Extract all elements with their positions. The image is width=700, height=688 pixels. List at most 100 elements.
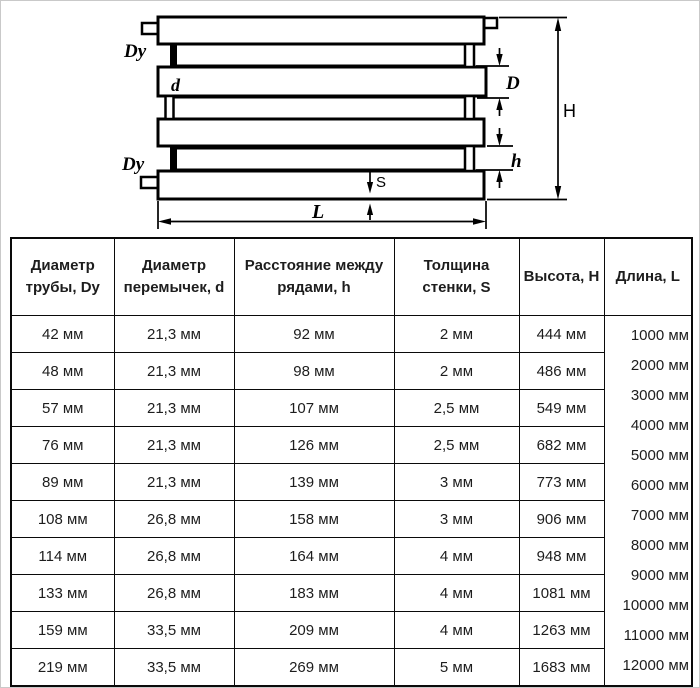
table-cell: 1081 мм [518, 574, 605, 612]
label-D: D [505, 73, 520, 94]
table-cell: 4 мм [393, 574, 520, 612]
label-H: H [563, 101, 576, 121]
table-cell: 209 мм [233, 611, 395, 649]
table-cell: 1263 мм [518, 611, 605, 649]
pipe-narrow-1 [171, 42, 474, 68]
table-cell: 21,3 мм [113, 389, 235, 427]
table-cell: 26,8 мм [113, 574, 235, 612]
table-cell: 269 мм [233, 648, 395, 687]
table-cell: 48 мм [10, 352, 115, 390]
table-cell: 21,3 мм [113, 315, 235, 353]
label-S: S [376, 174, 386, 191]
table-cell: 33,5 мм [113, 648, 235, 687]
col-header-wall-s: Толщина стенки, S [393, 237, 520, 316]
label-h: h [511, 151, 522, 172]
table-cell: 158 мм [233, 500, 395, 538]
length-value: 1000 мм [630, 326, 689, 344]
table-cell: 33,5 мм [113, 611, 235, 649]
header-row: Диаметр трубы, Dy Диаметр перемычек, d Р… [10, 237, 693, 316]
dim-L: L [157, 201, 487, 229]
table-cell: 773 мм [518, 463, 605, 501]
jumper-hollow-right-1 [463, 42, 476, 69]
table-cell: 139 мм [233, 463, 395, 501]
table-cell: 3 мм [393, 500, 520, 538]
table-cell: 444 мм [518, 315, 605, 353]
table-cell: 5 мм [393, 648, 520, 687]
table-row: 48 мм 21,3 мм 98 мм 2 мм 486 мм [10, 352, 692, 390]
length-value: 10000 мм [622, 596, 689, 614]
pipe-row-2 [156, 65, 488, 98]
table-cell: 26,8 мм [113, 537, 235, 575]
table-cell: 114 мм [10, 537, 115, 575]
col-header-length-l: Длина, L [603, 237, 693, 316]
table-cell: 3 мм [393, 463, 520, 501]
dim-h: h [476, 128, 522, 188]
table-cell: 682 мм [518, 426, 605, 464]
jumper-hollow-right-2 [463, 94, 476, 121]
jumper-hollow-left-mid [164, 94, 175, 121]
label-dy-top: Dy [123, 41, 147, 62]
length-value: 11000 мм [623, 626, 689, 644]
col-header-diameter-d: Диаметр перемычек, d [113, 237, 235, 316]
length-value: 3000 мм [630, 386, 689, 404]
table-cell: 2 мм [393, 315, 520, 353]
table-cell: 21,3 мм [113, 352, 235, 390]
length-value: 6000 мм [630, 476, 689, 494]
table-cell: 164 мм [233, 537, 395, 575]
table-row: 89 мм 21,3 мм 139 мм 3 мм 773 мм [10, 463, 692, 501]
jumper-solid-left-top [170, 43, 177, 68]
dim-H: H [487, 16, 576, 201]
pipe-assembly [139, 15, 499, 201]
table-row: 219 мм 33,5 мм 269 мм 5 мм 1683 мм [10, 648, 692, 687]
table-cell: 219 мм [10, 648, 115, 687]
table-cell: 26,8 мм [113, 500, 235, 538]
table-cell: 1683 мм [518, 648, 605, 687]
table-cell: 126 мм [233, 426, 395, 464]
length-values-cell: 1000 мм 2000 мм 3000 мм 4000 мм 5000 мм … [603, 315, 693, 687]
length-value: 4000 мм [630, 416, 689, 434]
dim-D: D [476, 48, 520, 116]
label-dy-bottom: Dy [121, 154, 145, 175]
jumper-hollow-right-3 [463, 144, 476, 173]
table-cell: 159 мм [10, 611, 115, 649]
col-header-height-h: Высота, H [518, 237, 605, 316]
table-row: 114 мм 26,8 мм 164 мм 4 мм 948 мм [10, 537, 692, 575]
pipe-narrow-2 [167, 95, 474, 121]
table-cell: 108 мм [10, 500, 115, 538]
label-L: L [311, 201, 324, 223]
length-value: 12000 мм [622, 656, 689, 674]
table-cell: 57 мм [10, 389, 115, 427]
table-cell: 133 мм [10, 574, 115, 612]
table-cell: 948 мм [518, 537, 605, 575]
col-header-diameter-dy: Диаметр трубы, Dy [10, 237, 115, 316]
table-cell: 92 мм [233, 315, 395, 353]
table-cell: 906 мм [518, 500, 605, 538]
dim-S: S [366, 171, 386, 220]
table-row: 133 мм 26,8 мм 183 мм 4 мм 1081 мм [10, 574, 692, 612]
table-cell: 76 мм [10, 426, 115, 464]
pipe-row-3 [156, 117, 486, 148]
table-row: 57 мм 21,3 мм 107 мм 2,5 мм 549 мм [10, 389, 692, 427]
length-value: 5000 мм [630, 446, 689, 464]
stub-top-left [140, 21, 161, 36]
jumper-solid-left-bottom [170, 145, 177, 172]
table-row: 108 мм 26,8 мм 158 мм 3 мм 906 мм [10, 500, 692, 538]
table-cell: 21,3 мм [113, 426, 235, 464]
table-cell: 2 мм [393, 352, 520, 390]
length-value: 9000 мм [630, 566, 689, 584]
table-cell: 2,5 мм [393, 426, 520, 464]
table-row: 42 мм 21,3 мм 92 мм 2 мм 444 мм 1000 мм … [10, 315, 693, 687]
stub-bottom-left [139, 175, 161, 190]
pipe-narrow-3 [171, 146, 474, 172]
register-diagram: D h H S [121, 15, 576, 229]
table-row: 76 мм 21,3 мм 126 мм 2,5 мм 682 мм [10, 426, 692, 464]
pipe-row-4 [156, 169, 486, 201]
table-cell: 4 мм [393, 537, 520, 575]
table-cell: 4 мм [393, 611, 520, 649]
spec-table: Диаметр трубы, Dy Диаметр перемычек, d Р… [10, 237, 693, 687]
pipe-row-1 [156, 15, 486, 46]
length-value: 2000 мм [630, 356, 689, 374]
label-d: d [171, 75, 181, 95]
table-row: 159 мм 33,5 мм 209 мм 4 мм 1263 мм [10, 611, 692, 649]
